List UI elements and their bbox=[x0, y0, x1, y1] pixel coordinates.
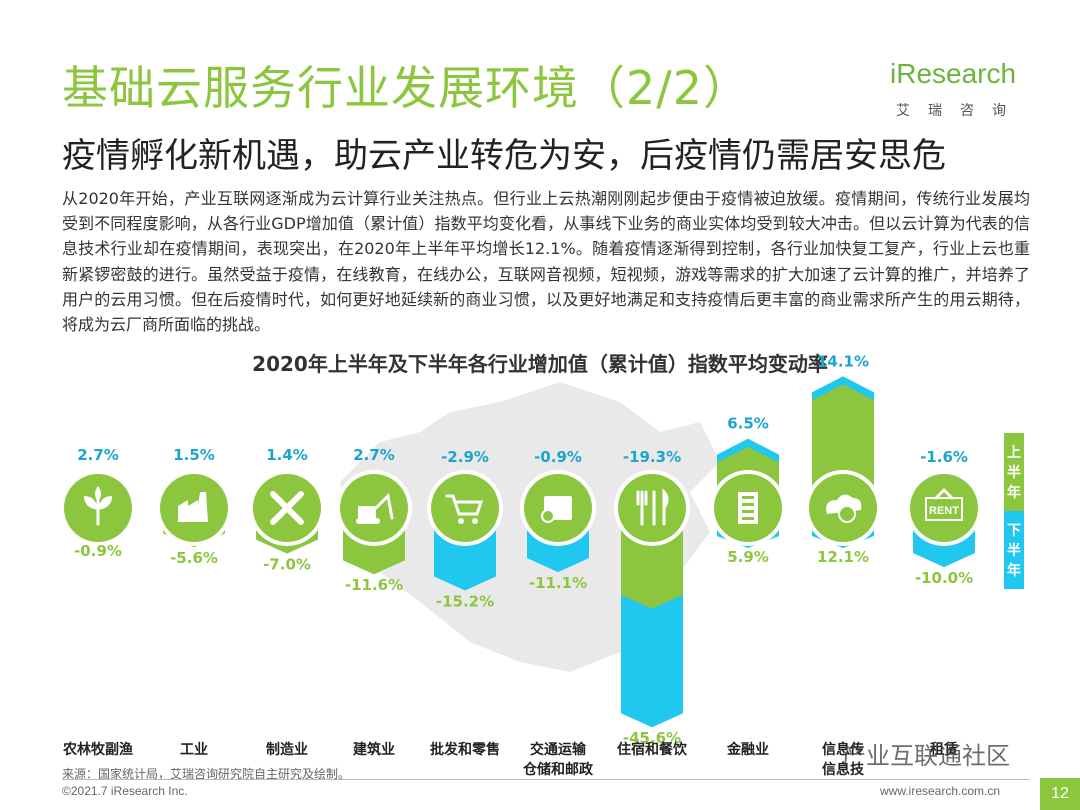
data-label-h1: -19.3% bbox=[623, 448, 681, 466]
data-label-h2: -11.1% bbox=[529, 574, 587, 592]
logo-main-text: iResearch bbox=[890, 58, 1017, 89]
category-label: 信息传 bbox=[822, 741, 864, 758]
category-label-2: 信息技 bbox=[822, 761, 865, 778]
category-label: 工业 bbox=[180, 742, 208, 758]
bar-h1-cap bbox=[717, 438, 779, 463]
data-label-h2: -15.2% bbox=[436, 592, 494, 610]
data-label-h1: -2.9% bbox=[441, 448, 489, 466]
factory-icon bbox=[178, 492, 208, 522]
category-label: 金融业 bbox=[726, 741, 769, 758]
category-group: 6.5% 5.9% 金融业 bbox=[710, 415, 786, 758]
page-title: 基础云服务行业发展环境（2/2） bbox=[62, 61, 751, 115]
data-label-h1: -1.6% bbox=[920, 448, 968, 466]
category-group: 2.7% -0.9% 农林牧副渔 bbox=[60, 446, 136, 758]
page-number: 12 bbox=[1040, 778, 1080, 810]
body-paragraph: 从2020年开始，产业互联网逐渐成为云计算行业关注热点。但行业上云热潮刚刚起步便… bbox=[62, 189, 1030, 335]
data-label-h1: -0.9% bbox=[534, 448, 582, 466]
footer-divider bbox=[62, 779, 1030, 780]
logo-sub-text: 艾瑞咨询 bbox=[896, 103, 1024, 119]
category-group: -19.3% -45.6%住宿和餐饮 bbox=[614, 448, 690, 758]
category-group: 1.4% -7.0% 制造业 bbox=[249, 446, 325, 758]
data-label-h2: -11.6% bbox=[345, 576, 403, 594]
data-label-h2: -10.0% bbox=[915, 569, 973, 587]
cloud-globe-icon bbox=[826, 494, 862, 523]
delivery-box-icon bbox=[541, 496, 572, 523]
category-label-2: 仓储和邮政 bbox=[522, 761, 594, 778]
svg-text:RENT: RENT bbox=[929, 505, 959, 517]
data-label-h1: 2.7% bbox=[77, 446, 119, 464]
page-subtitle: 疫情孵化新机遇，助云产业转危为安，后疫情仍需居安思危 bbox=[62, 136, 946, 176]
data-label-h2: 5.9% bbox=[727, 548, 769, 566]
data-label-h2: -7.0% bbox=[263, 556, 311, 574]
category-label: 租赁 bbox=[930, 741, 958, 758]
category-label: 农林牧副渔 bbox=[62, 741, 133, 758]
watermark: 产业互联通社区 bbox=[842, 742, 1010, 770]
category-label: 制造业 bbox=[266, 741, 308, 758]
category-label: 住宿和餐饮 bbox=[617, 741, 688, 758]
building-icon bbox=[738, 492, 758, 524]
category-label: 建筑业 bbox=[353, 741, 395, 758]
data-label-h2: -0.9% bbox=[74, 542, 122, 560]
data-label-h2: -5.6% bbox=[170, 549, 218, 567]
iresearch-logo: iResearch 艾瑞咨询 bbox=[890, 58, 1030, 124]
category-group: -2.9% -15.2% 批发和零售 bbox=[427, 448, 503, 758]
legend: 上半年 下半年 bbox=[1004, 433, 1024, 589]
category-group: 2.7% -11.6% 建筑业 bbox=[336, 446, 412, 758]
data-label-h1: 14.1% bbox=[817, 352, 869, 370]
excavator-icon bbox=[356, 492, 394, 524]
category-label: 批发和零售 bbox=[430, 741, 500, 758]
plant-icon bbox=[84, 486, 112, 526]
icon-circle bbox=[618, 474, 686, 542]
data-label-h1: 6.5% bbox=[727, 415, 769, 433]
source-note: 来源：国家统计局，艾瑞咨询研究院自主研究及绘制。 bbox=[62, 767, 351, 781]
copyright: ©2021.7 iResearch Inc. bbox=[62, 784, 188, 798]
data-label-h1: 1.5% bbox=[173, 446, 215, 464]
category-group: RENT -1.6% -10.0% 租赁 bbox=[906, 448, 982, 758]
fork-knife-icon bbox=[636, 488, 669, 526]
category-group: 1.5% -5.6% 工业 bbox=[156, 446, 232, 758]
wrench-screwdriver-icon bbox=[270, 491, 304, 525]
legend-h2: 下半年 bbox=[1004, 511, 1024, 589]
rent-sign-icon: RENT bbox=[925, 487, 963, 521]
icon-circle bbox=[431, 474, 499, 542]
bar-h2-extension bbox=[621, 594, 683, 728]
category-label: 交通运输 bbox=[530, 741, 587, 758]
bar-h1-cap bbox=[812, 376, 874, 401]
data-label-h2: 12.1% bbox=[817, 548, 869, 566]
shopping-cart-icon bbox=[445, 494, 484, 524]
chart-title: 2020年上半年及下半年各行业增加值（累计值）指数平均变动率 bbox=[252, 352, 828, 376]
icon-circle bbox=[910, 474, 978, 542]
data-label-h2: -45.6% bbox=[623, 729, 681, 747]
legend-h1: 上半年 bbox=[1004, 433, 1024, 511]
website: www.iresearch.com.cn bbox=[880, 784, 1001, 798]
data-label-h1: 2.7% bbox=[353, 446, 395, 464]
data-label-h1: 1.4% bbox=[266, 446, 308, 464]
